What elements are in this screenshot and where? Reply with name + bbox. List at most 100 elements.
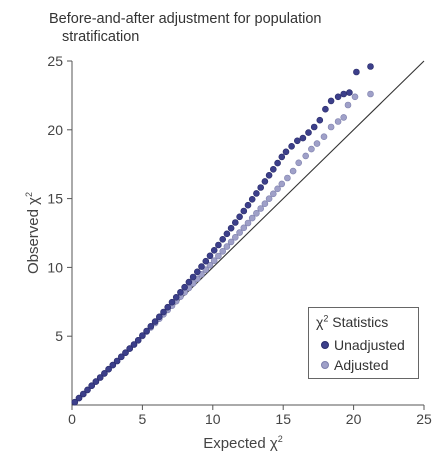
point-unadjusted <box>367 63 374 70</box>
x-axis-label-superscript: 2 <box>278 434 283 444</box>
point-unadjusted <box>265 172 273 179</box>
point-adjusted <box>248 214 256 222</box>
point-adjusted <box>344 101 352 109</box>
point-unadjusted <box>244 201 252 209</box>
point-unadjusted <box>288 143 295 150</box>
point-unadjusted <box>101 370 108 377</box>
y-tick-label: 20 <box>47 122 63 138</box>
legend-marker-unadjusted <box>321 341 329 350</box>
axes: 0 5 10 15 20 25 5 10 15 20 25 <box>47 53 432 427</box>
point-adjusted <box>289 167 297 175</box>
point-adjusted <box>265 195 273 202</box>
point-adjusted <box>236 229 243 236</box>
point-unadjusted <box>261 178 269 185</box>
point-adjusted <box>274 185 281 193</box>
point-adjusted <box>278 180 286 188</box>
point-unadjusted <box>109 361 117 369</box>
x-tick-label: 0 <box>68 411 76 427</box>
point-adjusted <box>351 93 359 101</box>
legend-item-unadjusted: Unadjusted <box>321 337 405 353</box>
point-unadjusted <box>147 322 155 330</box>
point-adjusted <box>269 190 277 198</box>
point-unadjusted <box>346 89 353 96</box>
legend: χ2 Statistics Unadjusted Adjusted <box>308 307 419 379</box>
point-adjusted <box>302 152 310 160</box>
legend-label-unadjusted: Unadjusted <box>334 337 405 353</box>
point-unadjusted <box>126 345 133 352</box>
y-axis-label-text: Observed χ <box>25 197 42 274</box>
y-tick-label: 25 <box>47 53 63 69</box>
point-unadjusted <box>84 386 91 394</box>
point-adjusted <box>210 257 218 265</box>
legend-marker-adjusted <box>321 361 329 370</box>
point-unadjusted <box>88 382 95 390</box>
point-unadjusted <box>248 196 256 203</box>
y-tick-label: 15 <box>47 191 63 207</box>
point-unadjusted <box>71 398 79 406</box>
point-adjusted <box>340 114 348 121</box>
point-unadjusted <box>334 93 342 101</box>
point-unadjusted <box>202 257 210 265</box>
point-adjusted <box>334 118 342 125</box>
point-adjusted <box>253 210 260 217</box>
point-adjusted <box>308 145 315 153</box>
point-unadjusted <box>139 332 146 339</box>
point-unadjusted <box>340 90 348 98</box>
x-axis-label: Expected χ2 <box>203 434 283 452</box>
point-unadjusted <box>75 394 83 402</box>
x-tick-label: 25 <box>416 411 432 427</box>
point-adjusted <box>257 205 265 212</box>
point-unadjusted <box>215 241 222 249</box>
point-unadjusted <box>227 224 235 232</box>
point-unadjusted <box>210 247 218 254</box>
point-unadjusted <box>156 313 163 321</box>
point-unadjusted <box>305 129 312 136</box>
point-adjusted <box>206 261 214 269</box>
point-adjusted <box>223 243 231 250</box>
point-unadjusted <box>122 349 129 357</box>
point-unadjusted <box>316 116 324 124</box>
y-tick-label: 10 <box>47 259 63 275</box>
point-unadjusted <box>168 298 176 306</box>
x-tick-label: 5 <box>139 411 147 427</box>
point-unadjusted <box>293 137 301 145</box>
point-adjusted <box>261 200 269 207</box>
legend-title-text: Statistics <box>328 314 389 330</box>
point-unadjusted <box>185 278 193 286</box>
point-adjusted <box>232 234 239 241</box>
point-unadjusted <box>223 230 231 238</box>
chart-title: Before-and-after adjustment for populati… <box>49 10 379 46</box>
x-tick-label: 10 <box>205 411 221 427</box>
point-adjusted <box>240 224 248 232</box>
point-unadjusted <box>151 318 159 325</box>
point-unadjusted <box>113 357 121 365</box>
legend-label-adjusted: Adjusted <box>334 357 389 373</box>
x-tick-label: 20 <box>346 411 362 427</box>
point-unadjusted <box>232 219 239 226</box>
y-axis-label: Observed χ2 <box>24 192 42 274</box>
point-unadjusted <box>143 327 150 335</box>
point-unadjusted <box>92 378 100 385</box>
point-unadjusted <box>253 190 260 197</box>
point-unadjusted <box>240 207 248 215</box>
legend-title-symbol: χ <box>316 314 324 330</box>
legend-title-superscript: 2 <box>323 313 329 324</box>
point-unadjusted <box>134 336 142 344</box>
point-unadjusted <box>105 365 112 373</box>
point-unadjusted <box>130 341 138 348</box>
y-tick-label: 5 <box>55 328 63 344</box>
point-adjusted <box>227 238 235 246</box>
point-unadjusted <box>194 268 201 276</box>
point-adjusted <box>284 174 291 182</box>
point-adjusted <box>295 159 303 167</box>
point-unadjusted <box>274 159 281 167</box>
point-unadjusted <box>299 134 307 142</box>
point-unadjusted <box>206 252 214 260</box>
chart-title-line-2: stratification <box>62 29 140 45</box>
point-adjusted <box>320 133 328 140</box>
point-adjusted <box>327 123 335 131</box>
y-axis-label-superscript: 2 <box>24 192 34 197</box>
point-adjusted <box>313 140 321 147</box>
